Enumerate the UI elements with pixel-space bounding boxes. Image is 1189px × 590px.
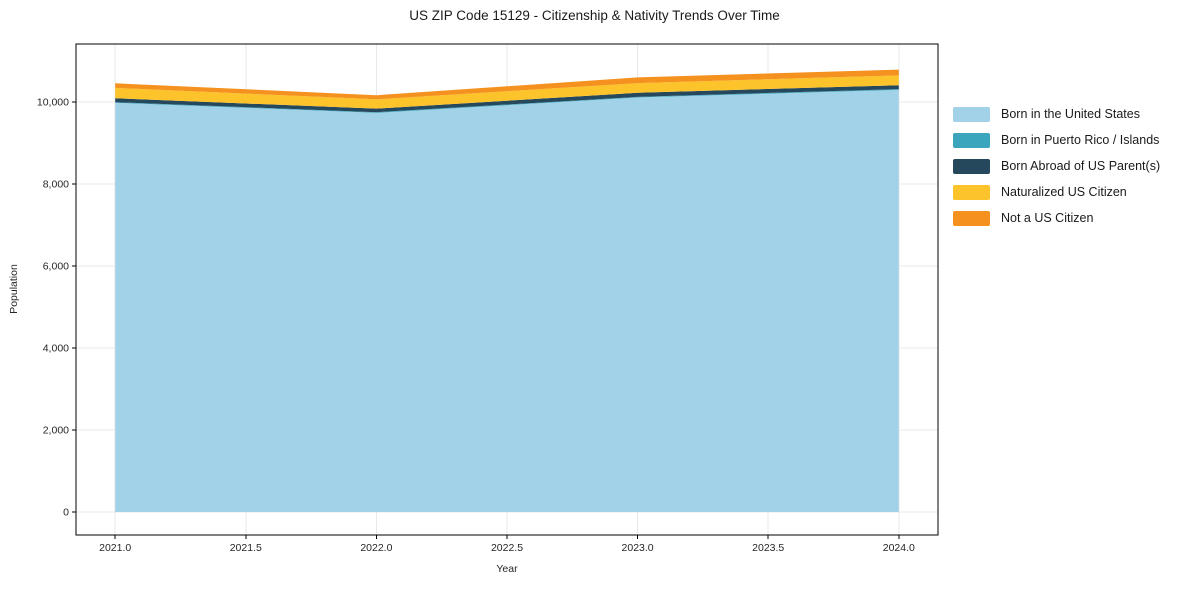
- y-tick-label: 8,000: [43, 179, 69, 191]
- legend-swatch: [953, 185, 990, 200]
- legend-item-born-abroad-of-us-parent-s: Born Abroad of US Parent(s): [953, 159, 1160, 174]
- area-series-naturalized-us-citizen: [115, 75, 899, 109]
- tick-labels: 2021.0 2021.5 2022.0 2022.5 2023.0 2023.5 2024…: [37, 97, 915, 554]
- y-tick-label: 4,000: [43, 343, 69, 355]
- y-tick-label: 6,000: [43, 261, 69, 273]
- x-tick-label: 2023.0: [622, 542, 654, 554]
- y-axis-label: Population: [8, 264, 20, 314]
- x-tick-label: 2024.0: [883, 542, 915, 554]
- legend-label: Not a US Citizen: [1001, 211, 1094, 225]
- x-tick-label: 2022.0: [360, 542, 392, 554]
- legend-swatch: [953, 211, 990, 226]
- y-tick-label: 10,000: [37, 97, 69, 109]
- area-series-born-in-puerto-rico-islands: [115, 89, 899, 113]
- area-series-born-in-the-united-states: [115, 89, 899, 513]
- axis-ticks: [72, 101, 900, 539]
- legend-item-born-in-the-united-states: Born in the United States: [953, 107, 1160, 122]
- y-tick-label: 2,000: [43, 425, 69, 437]
- legend-item-not-a-us-citizen: Not a US Citizen: [953, 211, 1160, 226]
- y-tick-label: 0: [63, 507, 69, 519]
- legend-label: Born in Puerto Rico / Islands: [1001, 133, 1160, 147]
- legend-label: Born Abroad of US Parent(s): [1001, 159, 1161, 173]
- x-axis-label: Year: [496, 563, 518, 575]
- x-tick-label: 2021.5: [230, 542, 262, 554]
- legend-swatch: [953, 159, 990, 174]
- legend-item-born-in-puerto-rico-islands: Born in Puerto Rico / Islands: [953, 133, 1160, 148]
- chart-title: US ZIP Code 15129 - Citizenship & Nativi…: [409, 8, 780, 23]
- x-tick-label: 2022.5: [491, 542, 523, 554]
- legend-swatch: [953, 107, 990, 122]
- legend-swatch: [953, 133, 990, 148]
- area-stack: [115, 69, 899, 513]
- legend-label: Born in the United States: [1001, 107, 1140, 121]
- x-tick-label: 2023.5: [752, 542, 784, 554]
- legend-item-naturalized-us-citizen: Naturalized US Citizen: [953, 185, 1160, 200]
- legend: Born in the United States Born in Puerto …: [953, 107, 1160, 237]
- x-tick-label: 2021.0: [99, 542, 131, 554]
- area-series-born-abroad-of-us-parent-s: [115, 85, 899, 113]
- legend-label: Naturalized US Citizen: [1001, 185, 1127, 199]
- area-series-not-a-us-citizen: [115, 69, 899, 100]
